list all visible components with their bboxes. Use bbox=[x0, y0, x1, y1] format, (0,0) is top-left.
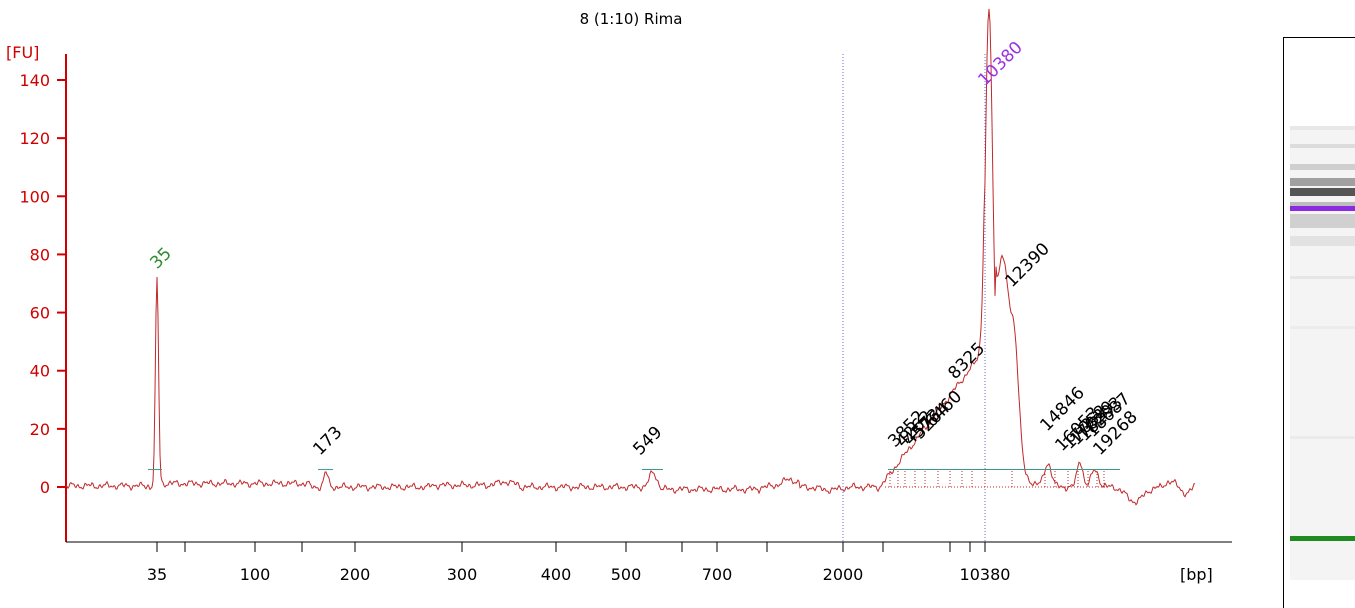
y-tick-label: 120 bbox=[19, 129, 50, 148]
gel-band bbox=[1290, 276, 1355, 279]
x-tick-label: 500 bbox=[611, 565, 642, 584]
y-tick-label: 20 bbox=[30, 420, 50, 439]
gel-band bbox=[1290, 164, 1355, 170]
x-axis-label: [bp] bbox=[1180, 565, 1213, 584]
x-tick-label: 35 bbox=[147, 565, 167, 584]
y-tick-label: 80 bbox=[30, 245, 50, 264]
gel-band bbox=[1290, 202, 1355, 208]
peak-label: 12390 bbox=[1001, 239, 1053, 291]
y-tick-label: 100 bbox=[19, 187, 50, 206]
y-tick-label: 40 bbox=[30, 362, 50, 381]
gel-band bbox=[1290, 326, 1355, 329]
gel-band bbox=[1290, 236, 1355, 246]
x-tick-label: 700 bbox=[702, 565, 733, 584]
chart-title: 8 (1:10) Rima bbox=[580, 10, 683, 28]
gel-band bbox=[1290, 178, 1355, 186]
x-tick-label: 100 bbox=[240, 565, 271, 584]
marker-peak-label: 10380 bbox=[974, 38, 1026, 90]
gel-image bbox=[1283, 37, 1355, 608]
y-tick-label: 0 bbox=[40, 478, 50, 497]
peak-label: 8325 bbox=[944, 339, 989, 384]
gel-upper-marker-band bbox=[1290, 206, 1355, 211]
gel-band bbox=[1290, 188, 1355, 196]
gel-band bbox=[1290, 144, 1355, 148]
y-axis-label: [FU] bbox=[6, 43, 39, 62]
x-tick-label: 300 bbox=[447, 565, 478, 584]
gel-band bbox=[1290, 214, 1355, 228]
electropherogram-chart: 8 (1:10) Rima [FU] [bp] 0 20 40 60 80 100 120 140 3… bbox=[6, 8, 1232, 584]
gel-lower-marker-band bbox=[1290, 536, 1355, 541]
x-tick-label: 10380 bbox=[960, 565, 1011, 584]
y-tick-label: 140 bbox=[19, 71, 50, 90]
peak-label: 549 bbox=[629, 422, 666, 459]
peak-label: 173 bbox=[309, 422, 346, 459]
x-tick-label: 200 bbox=[340, 565, 371, 584]
x-tick-label: 2000 bbox=[823, 565, 864, 584]
gel-lane bbox=[1290, 126, 1355, 580]
x-tick-label: 400 bbox=[541, 565, 572, 584]
data-trace bbox=[65, 8, 1196, 506]
y-tick-label: 60 bbox=[30, 304, 50, 323]
marker-peak-label: 35 bbox=[146, 244, 175, 273]
gel-band bbox=[1290, 126, 1355, 130]
gel-band bbox=[1290, 436, 1355, 439]
